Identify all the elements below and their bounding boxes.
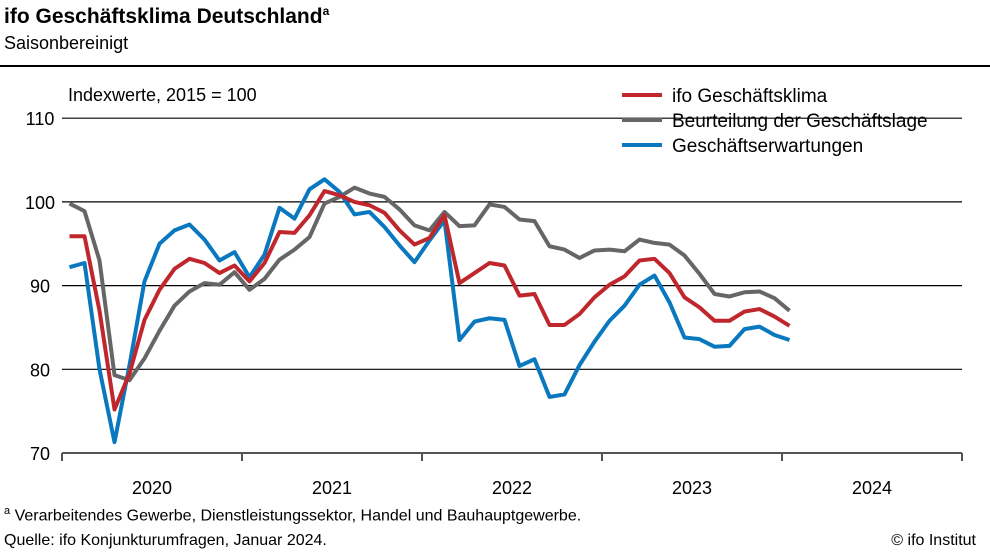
x-tick-label: 2024 — [852, 478, 892, 498]
x-tick-label: 2020 — [132, 478, 172, 498]
legend-label: ifo Geschäftsklima — [672, 86, 828, 107]
series-line-1 — [68, 185, 791, 383]
header-rule — [0, 65, 990, 67]
footnote-text: Verarbeitendes Gewerbe, Dienstleistungss… — [14, 507, 582, 525]
title-footnote-mark: a — [322, 4, 330, 18]
legend-label: Beurteilung der Geschäftslage — [672, 111, 928, 132]
y-tick-label: 90 — [30, 277, 50, 297]
footnote-mark: a — [4, 505, 11, 517]
y-tick-label: 110 — [26, 109, 55, 129]
copyright: © ifo Institut — [891, 532, 976, 549]
source-note: Quelle: ifo Konjunkturumfragen, Januar 2… — [4, 532, 327, 549]
legend-label: Geschäftserwartungen — [672, 136, 863, 157]
x-tick-label: 2023 — [672, 478, 712, 498]
x-tick-label: 2022 — [492, 478, 532, 498]
series-line-0 — [69, 189, 791, 412]
title-text: ifo Geschäftsklima Deutschland — [4, 5, 323, 28]
series-line-2 — [68, 177, 791, 445]
y-axis-label: Indexwerte, 2015 = 100 — [68, 85, 257, 105]
x-tick-label: 2021 — [312, 478, 352, 498]
y-tick-label: 100 — [25, 193, 55, 213]
y-tick-label: 70 — [30, 444, 50, 464]
chart-subtitle: Saisonbereinigt — [4, 33, 129, 53]
chart-title: ifo Geschäftsklima Deutschlanda — [4, 4, 329, 29]
footnote: a Verarbeitendes Gewerbe, Dienstleistung… — [4, 505, 581, 525]
y-tick-label: 80 — [30, 360, 50, 380]
